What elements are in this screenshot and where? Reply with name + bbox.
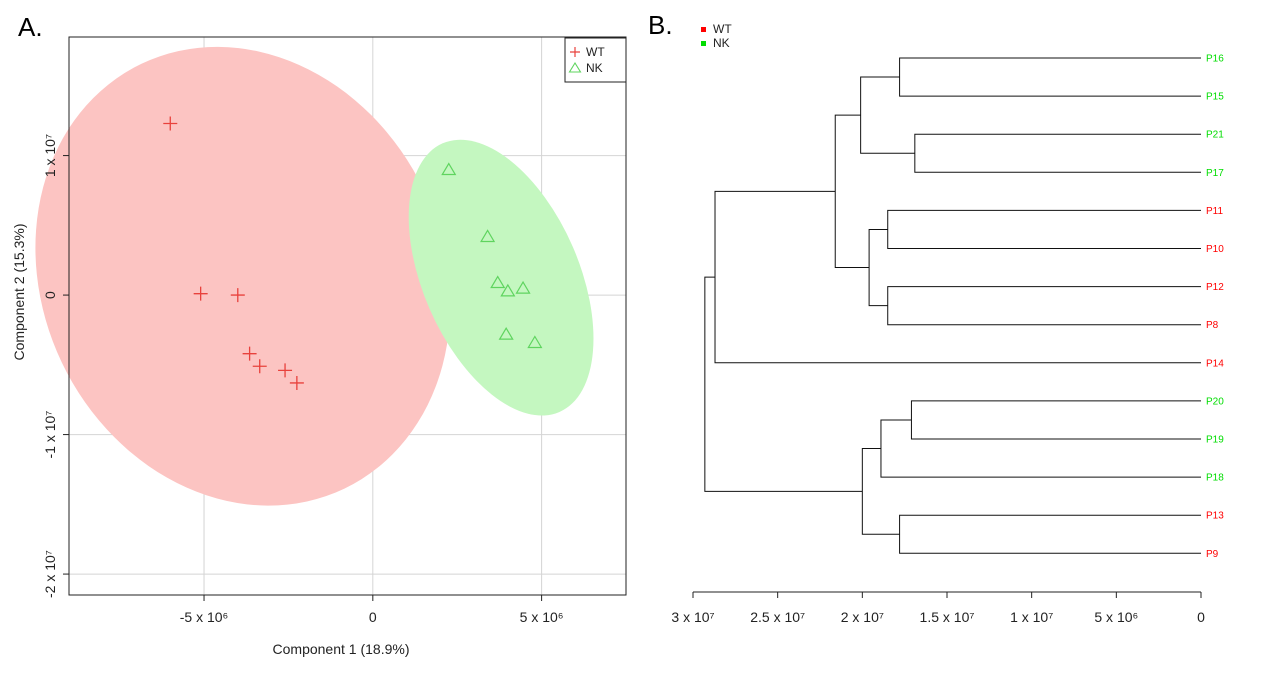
pca-point-wt xyxy=(278,363,293,378)
dendrogram-leaf-label: P13 xyxy=(1206,511,1224,522)
dendrogram-branch xyxy=(887,286,1201,326)
pca-panel: A. -5 x 10⁶ 0 5 x 10⁶ 1 x 10⁷ 0 -1 x 10⁷ -2 x… xyxy=(11,12,627,657)
pca-point-wt xyxy=(252,359,267,374)
panel-a-label: A. xyxy=(18,12,43,42)
dendrogram-branch xyxy=(704,276,863,492)
pca-point-wt xyxy=(163,116,178,131)
dendrogram-leaf-label: P21 xyxy=(1206,130,1224,141)
pca-x-axis-title: Component 1 (18.9%) xyxy=(273,641,410,657)
pca-x-tick-label: -5 x 10⁶ xyxy=(180,609,229,625)
dendrogram-leaf-label: P15 xyxy=(1206,92,1224,103)
dendrogram-branch xyxy=(834,114,870,269)
pca-y-axis-title: Component 2 (15.3%) xyxy=(11,224,27,361)
dendrogram-branch xyxy=(880,419,1201,478)
legend-wt-label: WT xyxy=(586,45,605,59)
dendrogram-x-ticks: 3 x 10⁷ 2.5 x 10⁷ 2 x 10⁷ 1.5 x 10⁷ 1 x 10⁷ 5… xyxy=(671,592,1205,625)
dendrogram-x-tick-label: 1 x 10⁷ xyxy=(1010,609,1053,625)
dendrogram-x-tick-label: 2.5 x 10⁷ xyxy=(750,609,805,625)
dendrogram-branch xyxy=(887,209,1201,249)
pca-ellipses xyxy=(35,46,594,506)
legend-wt-marker xyxy=(570,47,580,57)
pca-legend-box xyxy=(564,37,627,83)
pca-point-nk xyxy=(480,229,496,243)
pca-y-tick-label: 1 x 10⁷ xyxy=(42,134,58,177)
dendrogram-branch xyxy=(899,514,1201,554)
pca-ellipse-nk xyxy=(408,139,594,416)
dendrogram-branch xyxy=(914,133,1201,173)
pca-y-ticks: 1 x 10⁷ 0 -1 x 10⁷ -2 x 10⁷ xyxy=(42,134,69,598)
dendrogram-leaf-label: P12 xyxy=(1206,282,1224,293)
pca-point-wt xyxy=(193,286,208,301)
dendrogram-x-tick-label: 3 x 10⁷ xyxy=(671,609,714,625)
legend-wt-label: WT xyxy=(713,22,732,36)
pca-x-tick-label: 5 x 10⁶ xyxy=(520,609,564,625)
dendrogram-branch xyxy=(868,228,888,307)
dendrogram-leaf-label: P20 xyxy=(1206,396,1224,407)
pca-point-nk xyxy=(490,275,506,289)
dendrogram-leaf-label: P9 xyxy=(1206,549,1219,560)
pca-point-nk xyxy=(527,335,543,349)
dendrogram-x-tick-label: 1.5 x 10⁷ xyxy=(920,609,975,625)
pca-ellipse-wt xyxy=(35,46,451,506)
legend-nk-label: NK xyxy=(586,61,603,75)
dendrogram-leaf-label: P16 xyxy=(1206,54,1224,65)
dendrogram-leaf-label: P14 xyxy=(1206,358,1224,369)
pca-point-wt xyxy=(242,346,257,361)
dendrogram-tree xyxy=(704,57,1201,554)
dendrogram-leaf-label: P17 xyxy=(1206,168,1224,179)
dendrogram-leaf-label: P10 xyxy=(1206,244,1224,255)
dendrogram-leaf-labels: P16 P15 P21 P17 P11 P10 P12 P8 P14 P20 P19 P18 P13 P9 xyxy=(1206,54,1224,560)
legend-nk-marker xyxy=(568,61,582,73)
pca-point-nk xyxy=(515,280,531,294)
panel-b-label: B. xyxy=(648,10,673,40)
pca-y-tick-label: 0 xyxy=(42,291,58,299)
dendrogram-branch xyxy=(860,76,915,154)
pca-legend: WT NK xyxy=(564,37,627,83)
pca-point-wt xyxy=(230,288,245,303)
pca-point-nk xyxy=(500,283,516,297)
dendrogram-x-tick-label: 0 xyxy=(1197,609,1205,625)
pca-plot-frame xyxy=(68,36,627,596)
pca-point-nk xyxy=(441,162,457,176)
pca-points xyxy=(163,116,543,390)
legend-nk-swatch xyxy=(701,41,706,46)
dendrogram-x-tick-label: 2 x 10⁷ xyxy=(841,609,884,625)
legend-wt-swatch xyxy=(701,27,706,32)
pca-x-ticks: -5 x 10⁶ 0 5 x 10⁶ xyxy=(180,595,564,625)
pca-point-nk xyxy=(498,326,514,340)
dendrogram-leaf-label: P8 xyxy=(1206,320,1219,331)
dendrogram-leaf-label: P18 xyxy=(1206,473,1224,484)
dendrogram-x-tick-label: 5 x 10⁶ xyxy=(1094,609,1138,625)
pca-point-wt xyxy=(289,375,304,390)
dendrogram-leaf-label: P19 xyxy=(1206,435,1224,446)
dendrogram-branch xyxy=(899,57,1201,97)
pca-y-tick-label: -2 x 10⁷ xyxy=(42,550,58,598)
dendrogram-leaf-label: P11 xyxy=(1206,206,1223,217)
pca-y-tick-label: -1 x 10⁷ xyxy=(42,411,58,459)
legend-nk-label: NK xyxy=(713,36,730,50)
dendrogram-branch xyxy=(910,400,1201,440)
dendrogram-branch xyxy=(714,190,1201,364)
pca-x-tick-label: 0 xyxy=(369,609,377,625)
